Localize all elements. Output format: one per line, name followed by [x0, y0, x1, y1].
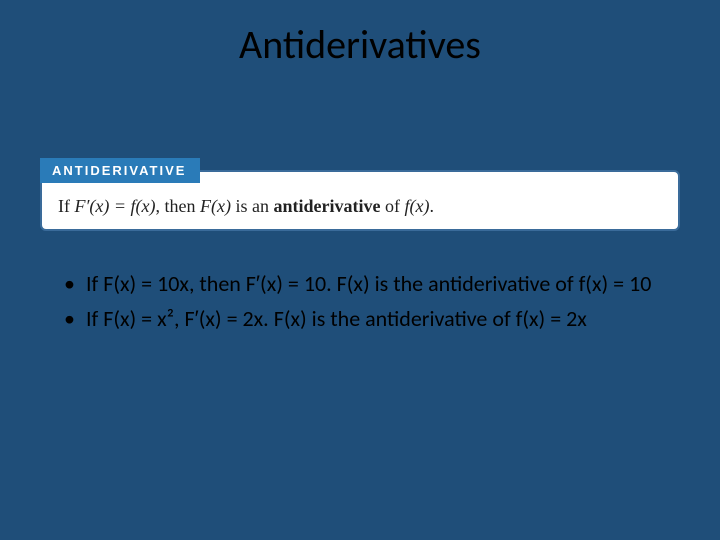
bullet-list: If F(x) = 10x, then F′(x) = 10. F(x) is …	[60, 271, 660, 332]
definition-label: ANTIDERIVATIVE	[40, 158, 200, 183]
def-mid3: of	[381, 196, 405, 216]
def-lhs: F′(x) = f(x)	[75, 196, 156, 216]
def-suffix: .	[430, 196, 435, 216]
definition-box: ANTIDERIVATIVE If F′(x) = f(x), then F(x…	[40, 170, 680, 231]
content-area: ANTIDERIVATIVE If F′(x) = f(x), then F(x…	[0, 120, 720, 342]
def-mid: , then	[156, 196, 201, 216]
slide-title: Antiderivatives	[0, 20, 720, 69]
def-subj: F(x)	[200, 196, 231, 216]
def-text-prefix: If	[58, 196, 75, 216]
bullet-text: If F(x) = 10x, then F′(x) = 10. F(x) is …	[86, 270, 651, 297]
list-item: If F(x) = x², F′(x) = 2x. F(x) is the an…	[60, 306, 660, 331]
def-mid2: is an	[231, 196, 274, 216]
list-item: If F(x) = 10x, then F′(x) = 10. F(x) is …	[60, 271, 660, 296]
bullet-text: If F(x) = x², F′(x) = 2x. F(x) is the an…	[86, 305, 587, 332]
def-rhs: f(x)	[405, 196, 430, 216]
slide: Antiderivatives ANTIDERIVATIVE If F′(x) …	[0, 0, 720, 540]
def-bold: antiderivative	[274, 196, 381, 216]
